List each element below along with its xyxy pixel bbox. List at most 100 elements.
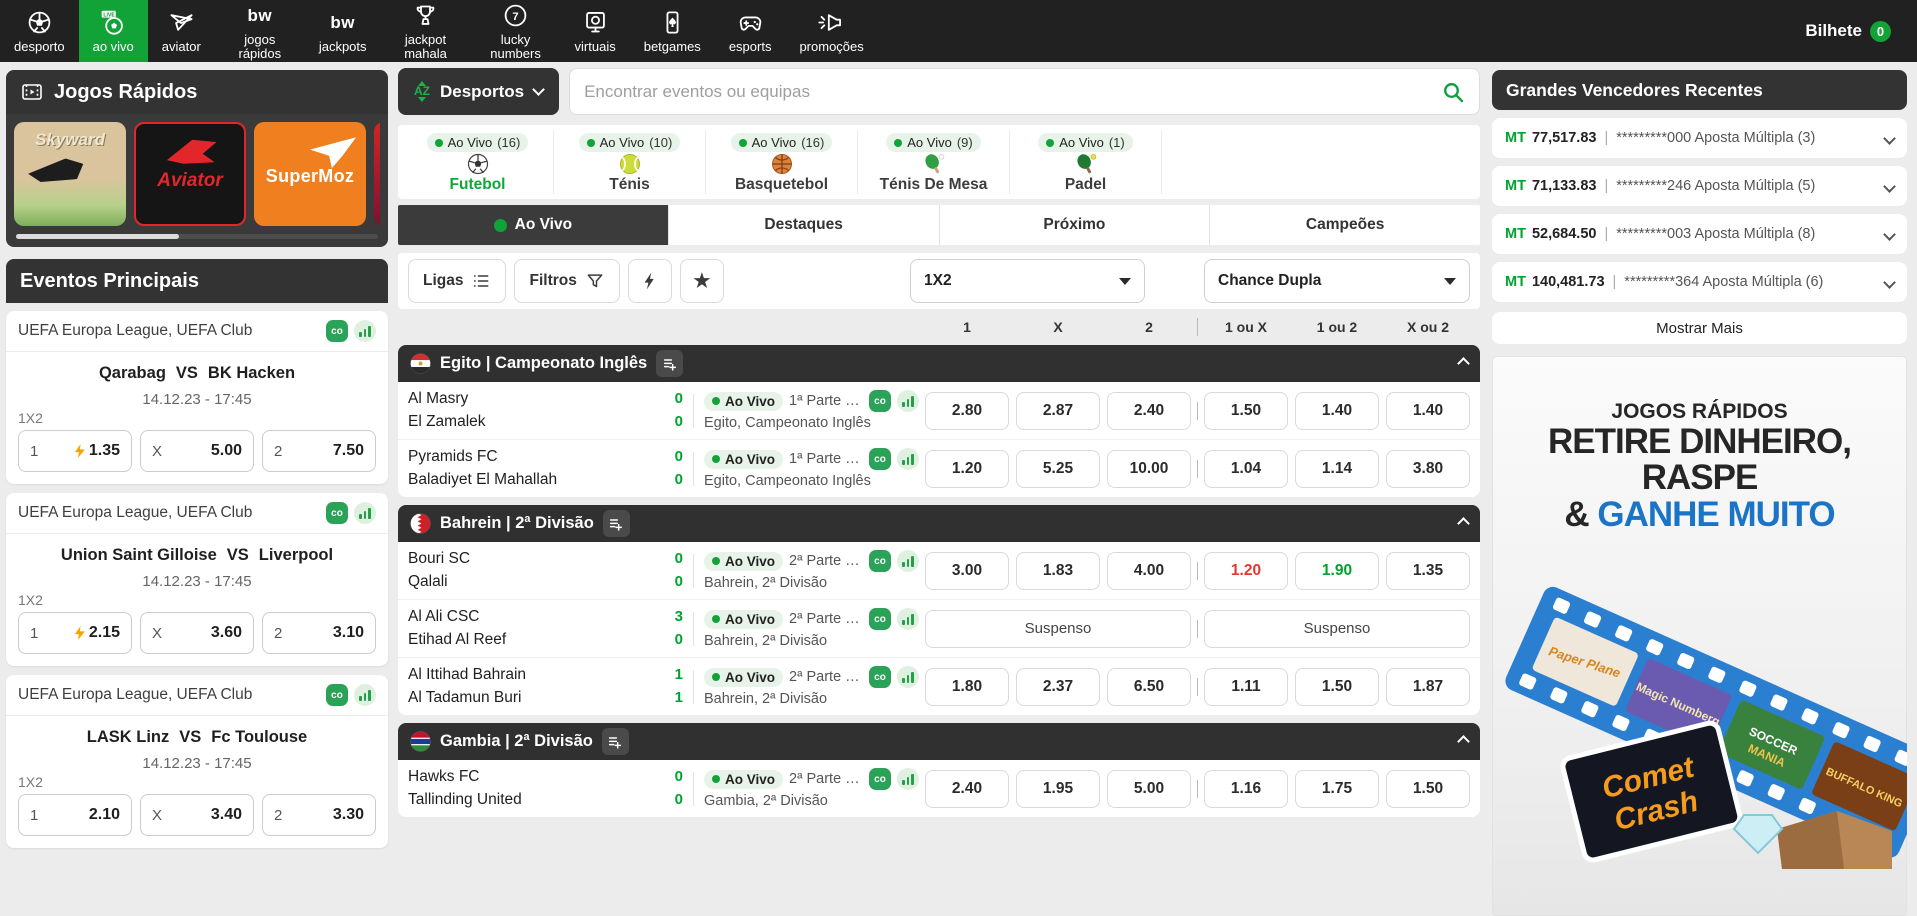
odds-button[interactable]: 1.50: [1386, 769, 1470, 808]
odds-button[interactable]: 2.40: [925, 769, 1009, 808]
odds-button[interactable]: 2.37: [1016, 667, 1100, 706]
add-to-list-icon[interactable]: [601, 728, 629, 755]
odds-button[interactable]: 1 1.35: [18, 430, 132, 472]
ligas-button[interactable]: Ligas: [408, 259, 507, 303]
winner-row[interactable]: MT 71,133.83 | *********246 Aposta Múltip…: [1492, 166, 1907, 206]
odds-button[interactable]: 1.80: [925, 667, 1009, 706]
odds-button[interactable]: 1 2.15: [18, 612, 132, 654]
tab-ao-vivo[interactable]: Ao Vivo: [398, 205, 668, 245]
tab-campeões[interactable]: Campeões: [1209, 205, 1480, 245]
odds-button[interactable]: X 3.60: [140, 612, 254, 654]
nav-item-promocoes[interactable]: promoções: [785, 0, 875, 62]
nav-item-jackpot-mahala[interactable]: jackpot mahala: [381, 0, 471, 62]
co-icon[interactable]: co: [869, 550, 891, 572]
market-dropdown-2[interactable]: Chance Dupla: [1204, 259, 1470, 303]
co-icon[interactable]: co: [869, 768, 891, 790]
odds-button[interactable]: 1.50: [1295, 667, 1379, 706]
odds-button[interactable]: 1.75: [1295, 769, 1379, 808]
boosted-odds-button[interactable]: [627, 259, 672, 303]
odds-button[interactable]: 2.80: [925, 391, 1009, 430]
chevron-up-icon[interactable]: [1457, 735, 1470, 748]
odds-button[interactable]: 10.00: [1107, 449, 1191, 488]
tab-próximo[interactable]: Próximo: [938, 205, 1210, 245]
winner-row[interactable]: MT 52,684.50 | *********003 Aposta Múltip…: [1492, 214, 1907, 254]
search-icon[interactable]: [1441, 80, 1465, 104]
quick-game-supermoz[interactable]: SuperMoz: [254, 122, 366, 226]
co-icon[interactable]: co: [869, 390, 891, 412]
odds-button[interactable]: 3.00: [925, 551, 1009, 590]
odds-button[interactable]: 2 3.30: [262, 794, 376, 836]
stats-icon[interactable]: [354, 502, 376, 524]
chevron-up-icon[interactable]: [1457, 517, 1470, 530]
chevron-up-icon[interactable]: [1457, 357, 1470, 370]
winner-row[interactable]: MT 77,517.83 | *********000 Aposta Múltip…: [1492, 118, 1907, 158]
suspended-button[interactable]: Suspenso: [1204, 609, 1470, 648]
odds-button[interactable]: 1.83: [1016, 551, 1100, 590]
stats-icon[interactable]: [897, 550, 919, 572]
add-to-list-icon[interactable]: [656, 350, 684, 377]
nav-item-ao-vivo[interactable]: LIVE ao vivo: [78, 0, 148, 62]
filtros-button[interactable]: Filtros: [514, 259, 620, 303]
tab-destaques[interactable]: Destaques: [667, 205, 939, 245]
odds-button[interactable]: 1.40: [1386, 391, 1470, 430]
co-icon[interactable]: co: [869, 448, 891, 470]
co-icon[interactable]: co: [869, 666, 891, 688]
quick-games-header[interactable]: Jogos Rápidos: [6, 70, 1509, 151]
co-icon[interactable]: co: [326, 320, 348, 342]
add-to-list-icon[interactable]: [602, 510, 630, 537]
nav-item-aviator[interactable]: aviator: [148, 0, 215, 62]
search-input[interactable]: [584, 81, 1441, 102]
stats-icon[interactable]: [354, 684, 376, 706]
odds-button[interactable]: 3.80: [1386, 449, 1470, 488]
odds-button[interactable]: 6.50: [1107, 667, 1191, 706]
sport-tabletennis[interactable]: Ao Vivo (9) Ténis De Mesa: [858, 130, 1010, 194]
co-icon[interactable]: co: [869, 608, 891, 630]
suspended-button[interactable]: Suspenso: [925, 609, 1191, 648]
chevron-down-icon[interactable]: [1883, 179, 1896, 193]
odds-button[interactable]: 1.50: [1204, 391, 1288, 430]
sport-basketball[interactable]: Ao Vivo (16) Basquetebol: [706, 130, 858, 194]
stats-icon[interactable]: [897, 608, 919, 630]
sports-menu-button[interactable]: AZ Desportos: [398, 68, 560, 115]
chevron-down-icon[interactable]: [1883, 131, 1896, 145]
chevron-down-icon[interactable]: [1883, 275, 1896, 289]
quick-game-skyward[interactable]: Skyward: [14, 122, 126, 226]
league-header[interactable]: Bahrein | 2ª Divisão: [398, 505, 1480, 542]
nav-item-esports[interactable]: esports: [715, 0, 786, 62]
show-more-button[interactable]: Mostrar Mais: [1492, 312, 1907, 344]
co-icon[interactable]: co: [326, 684, 348, 706]
odds-button[interactable]: X 5.00: [140, 430, 254, 472]
odds-button[interactable]: 1.16: [1204, 769, 1288, 808]
odds-button[interactable]: X 3.40: [140, 794, 254, 836]
odds-button[interactable]: 1.90: [1295, 551, 1379, 590]
odds-button[interactable]: 2 7.50: [262, 430, 376, 472]
quick-game-partial[interactable]: [374, 122, 380, 226]
thumbs-scrollbar[interactable]: [16, 234, 179, 239]
promo-banner[interactable]: JOGOS RÁPIDOS RETIRE DINHEIRO, RASPE & G…: [1492, 356, 1907, 916]
nav-item-desporto[interactable]: desporto: [0, 0, 79, 62]
market-dropdown-1[interactable]: 1X2: [910, 259, 1145, 303]
nav-item-betgames[interactable]: betgames: [630, 0, 715, 62]
sport-tennis[interactable]: Ao Vivo (10) Ténis: [554, 130, 706, 194]
chevron-down-icon[interactable]: [1883, 227, 1896, 241]
odds-button[interactable]: 1.20: [925, 449, 1009, 488]
stats-icon[interactable]: [897, 448, 919, 470]
nav-item-virtuais[interactable]: virtuais: [561, 0, 630, 62]
sport-football[interactable]: Ao Vivo (16) Futebol: [402, 130, 554, 194]
thumbs-scrollbar-track[interactable]: [16, 234, 378, 239]
co-icon[interactable]: co: [326, 502, 348, 524]
odds-button[interactable]: 5.25: [1016, 449, 1100, 488]
winner-row[interactable]: MT 140,481.73 | *********364 Aposta Múlti…: [1492, 262, 1907, 302]
odds-button[interactable]: 1.04: [1204, 449, 1288, 488]
quick-game-aviator[interactable]: Aviator: [134, 122, 246, 226]
bilhete-button[interactable]: Bilhete 0: [1805, 0, 1917, 62]
odds-button[interactable]: 1.20: [1204, 551, 1288, 590]
odds-button[interactable]: 2 3.10: [262, 612, 376, 654]
nav-item-lucky-numbers[interactable]: 7 lucky numbers: [471, 0, 561, 62]
nav-item-jackpots[interactable]: bw jackpots: [305, 0, 381, 62]
odds-button[interactable]: 1 2.10: [18, 794, 132, 836]
odds-button[interactable]: 2.40: [1107, 391, 1191, 430]
league-header[interactable]: Gambia | 2ª Divisão: [398, 723, 1480, 760]
stats-icon[interactable]: [897, 666, 919, 688]
odds-button[interactable]: 4.00: [1107, 551, 1191, 590]
